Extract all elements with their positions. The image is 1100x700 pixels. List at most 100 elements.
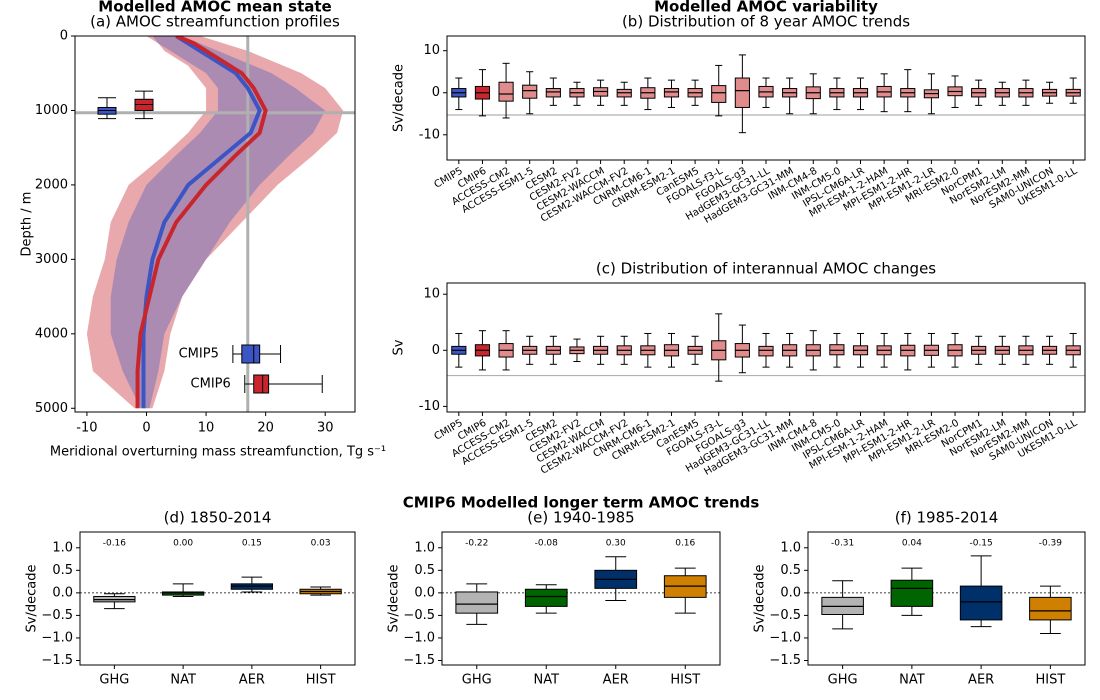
value-label: 0.00 (173, 539, 193, 549)
y-tick-label: 1.0 (780, 540, 801, 555)
box (498, 81, 514, 102)
box (524, 588, 568, 607)
x-tick-label: 0 (142, 421, 150, 436)
y-tick-label: 4000 (35, 326, 68, 341)
y-tick-label: 0.5 (780, 563, 801, 578)
y-tick-label: -10 (419, 399, 440, 414)
x-tick-label: 10 (198, 421, 215, 436)
value-label: -0.15 (969, 539, 992, 549)
value-label: -0.39 (1039, 539, 1063, 549)
box (663, 88, 680, 98)
x-tick-label: GHG (828, 673, 858, 688)
x-tick-label: NAT (899, 673, 925, 688)
y-tick-label: −0.5 (769, 608, 801, 623)
y-tick-label: 2000 (35, 177, 68, 192)
value-label: -0.22 (465, 539, 488, 549)
range-area (86, 36, 344, 409)
y-tick-label: −1.5 (769, 653, 801, 668)
box (455, 591, 499, 614)
box (545, 88, 561, 98)
axes-frame (446, 282, 1086, 413)
y-tick-label: 3000 (35, 252, 68, 267)
value-label: 0.30 (606, 539, 626, 549)
y-axis-label: Sv/decade (25, 565, 40, 633)
box (711, 85, 727, 103)
axes-frame (74, 35, 356, 413)
box (241, 344, 261, 364)
suptitle: Modelled AMOC variability (654, 0, 878, 16)
y-tick-label: 0 (432, 343, 440, 358)
panel-title: (e) 1940-1985 (527, 509, 634, 527)
x-tick-label: NAT (533, 673, 559, 688)
y-tick-label: 0.0 (780, 585, 801, 600)
value-label: 0.15 (242, 539, 262, 549)
y-tick-label: −1.5 (41, 653, 73, 668)
suptitle: Modelled AMOC mean state (98, 0, 331, 16)
y-tick-label: 1000 (35, 103, 68, 118)
box (1029, 596, 1072, 621)
x-tick-label: 20 (257, 421, 274, 436)
axes-frame (446, 35, 1086, 161)
box (959, 585, 1003, 621)
y-tick-label: 0 (432, 85, 440, 100)
value-label: 0.03 (311, 539, 331, 549)
y-tick-label: −1.5 (403, 653, 435, 668)
y-tick-label: -10 (419, 127, 440, 142)
y-tick-label: −1.0 (403, 630, 435, 645)
panel-title: (d) 1850-2014 (164, 509, 272, 527)
y-tick-label: −0.5 (403, 608, 435, 623)
y-tick-label: 0 (60, 29, 68, 44)
y-tick-label: 0.5 (52, 563, 73, 578)
y-tick-label: 1.0 (414, 540, 435, 555)
x-tick-label: HIST (306, 673, 336, 688)
panel-title: (c) Distribution of interannual AMOC cha… (596, 260, 936, 278)
y-tick-label: −1.0 (41, 630, 73, 645)
box (522, 84, 538, 99)
suptitle: CMIP6 Modelled longer term AMOC trends (403, 494, 760, 512)
value-label: 0.04 (902, 539, 922, 549)
x-tick-label: -10 (76, 421, 97, 436)
box (162, 591, 205, 596)
box (890, 579, 934, 607)
y-tick-label: −1.0 (769, 630, 801, 645)
series-label: CMIP5 (179, 347, 219, 362)
y-tick-label: −0.5 (41, 608, 73, 623)
y-tick-label: 1.0 (52, 540, 73, 555)
y-tick-label: 10 (423, 287, 440, 302)
x-tick-label: GHG (462, 673, 492, 688)
box (734, 77, 750, 108)
value-label: -0.31 (831, 539, 854, 549)
axes-frame (79, 531, 356, 666)
y-axis-label: Sv/decade (387, 565, 402, 633)
y-tick-label: 0.0 (414, 585, 435, 600)
x-tick-label: AER (603, 673, 629, 688)
axes-frame (807, 531, 1086, 666)
panel-title: (a) AMOC streamfunction profiles (90, 13, 340, 31)
x-tick-label: AER (968, 673, 994, 688)
y-tick-label: 0.0 (52, 585, 73, 600)
x-tick-label: HIST (670, 673, 700, 688)
panel-title: (f) 1985-2014 (895, 509, 999, 527)
box (758, 345, 774, 357)
y-axis-label: Sv/decade (392, 64, 407, 132)
y-axis-label: Sv (392, 339, 407, 355)
x-tick-label: GHG (99, 673, 129, 688)
y-tick-label: 0.5 (414, 563, 435, 578)
x-tick-label: NAT (170, 673, 196, 688)
value-label: 0.16 (675, 539, 695, 549)
x-tick-label: AER (239, 673, 265, 688)
y-axis-label: Sv/decade (753, 565, 768, 633)
range-area (110, 36, 326, 409)
mean-profile (135, 36, 268, 409)
y-axis-label: Depth / m (20, 192, 35, 257)
x-tick-label: 30 (317, 421, 334, 436)
value-label: -0.08 (535, 539, 559, 549)
y-tick-label: 10 (423, 43, 440, 58)
panel-title: (b) Distribution of 8 year AMOC trends (622, 13, 910, 31)
box (253, 374, 270, 394)
axes-frame (441, 531, 721, 666)
y-tick-label: 5000 (35, 401, 68, 416)
value-label: -0.16 (103, 539, 127, 549)
x-tick-label: HIST (1035, 673, 1065, 688)
